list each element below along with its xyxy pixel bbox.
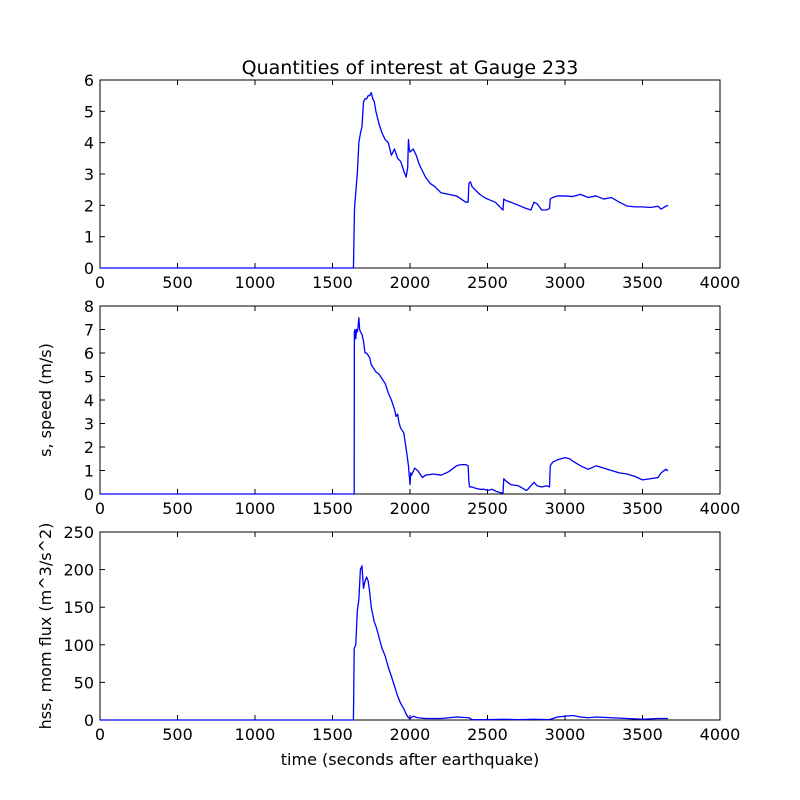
x-tick-label: 1500 <box>312 273 353 292</box>
x-tick-label: 1500 <box>312 499 353 518</box>
x-tick-label: 2500 <box>467 725 508 744</box>
x-tick-label: 0 <box>95 725 105 744</box>
x-tick-label: 2000 <box>390 725 431 744</box>
x-tick-label: 2000 <box>390 499 431 518</box>
x-tick-label: 0 <box>95 273 105 292</box>
x-tick-label: 4000 <box>700 725 741 744</box>
y-tick-label: 6 <box>84 344 94 363</box>
y-tick-label: 1 <box>84 462 94 481</box>
x-tick-label: 3500 <box>622 499 663 518</box>
y-tick-label: 250 <box>63 523 94 542</box>
x-tick-label: 500 <box>162 273 193 292</box>
figure-title: Quantities of interest at Gauge 233 <box>242 57 579 79</box>
x-tick-label: 500 <box>162 725 193 744</box>
y-tick-label: 3 <box>84 415 94 434</box>
subplot-1: 0 500 1000 1500 2000 2500 3000 3500 4000 0 1 2 3 4 5 6 <box>84 71 741 292</box>
y-tick-label: 7 <box>84 321 94 340</box>
x-tick-label: 0 <box>95 499 105 518</box>
axes-frame <box>99 79 721 269</box>
x-tick-label: 1500 <box>312 725 353 744</box>
x-tick-label: 3000 <box>545 499 586 518</box>
y-tick-label: 4 <box>84 391 94 410</box>
subplot-3: 0 500 1000 1500 2000 2500 3000 3500 4000 0 50 100 15… <box>36 523 740 744</box>
y-tick-label: 6 <box>84 71 94 90</box>
y-tick-label: 50 <box>74 673 94 692</box>
y-tick-label: 1 <box>84 228 94 247</box>
series-line-1 <box>100 565 669 721</box>
x-tick-label: 2000 <box>390 273 431 292</box>
y-tick-label: 0 <box>84 485 94 504</box>
y-axis-label: hss, mom flux (m^3/s^2) <box>36 523 55 730</box>
y-tick-label: 5 <box>84 102 94 121</box>
axes-frame <box>99 305 721 495</box>
y-tick-label: 150 <box>63 598 94 617</box>
y-tick-label: 5 <box>84 368 94 387</box>
y-tick-label: 2 <box>84 438 94 457</box>
y-tick-label: 8 <box>84 297 94 316</box>
x-tick-label: 3000 <box>545 273 586 292</box>
x-tick-label: 4000 <box>700 273 741 292</box>
x-tick-label: 1000 <box>235 499 276 518</box>
y-tick-label: 0 <box>84 711 94 730</box>
x-tick-label: 3000 <box>545 725 586 744</box>
x-tick-label: 2500 <box>467 273 508 292</box>
x-tick-label: 4000 <box>700 499 741 518</box>
x-tick-label: 3500 <box>622 725 663 744</box>
x-tick-label: 1000 <box>235 725 276 744</box>
subplot-2: 0 500 1000 1500 2000 2500 3000 3500 400001234567… <box>36 297 740 518</box>
y-tick-label: 200 <box>63 561 94 580</box>
x-tick-label: 2500 <box>467 499 508 518</box>
axes-frame <box>99 531 721 721</box>
y-tick-label: 0 <box>84 259 94 278</box>
x-tick-label: 3500 <box>622 273 663 292</box>
y-tick-label: 100 <box>63 636 94 655</box>
y-axis-label: s, speed (m/s) <box>36 343 55 457</box>
x-tick-label: 500 <box>162 499 193 518</box>
x-tick-label: 1000 <box>235 273 276 292</box>
series-line-1 <box>100 317 669 495</box>
x-axis-label: time (seconds after earthquake) <box>281 750 539 769</box>
y-tick-label: 3 <box>84 165 94 184</box>
y-tick-label: 4 <box>84 134 94 153</box>
y-tick-label: 2 <box>84 196 94 215</box>
series-line-1 <box>100 91 669 269</box>
